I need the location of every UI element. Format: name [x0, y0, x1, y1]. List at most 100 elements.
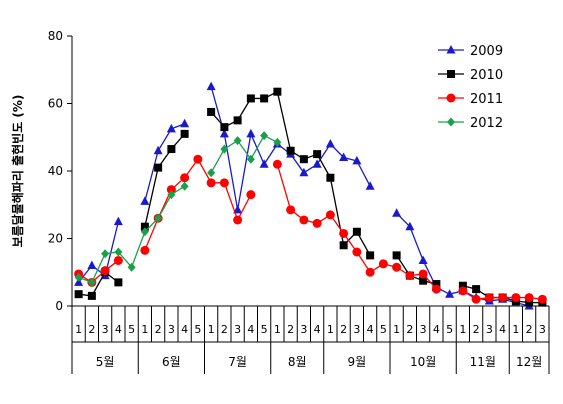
month-label: 11월: [470, 355, 496, 369]
data-point-2011: [405, 271, 415, 281]
data-point-2009: [246, 128, 256, 138]
data-point-2012: [74, 272, 83, 282]
data-point-2011: [339, 228, 349, 238]
data-point-2010: [260, 94, 269, 103]
series-layer: [74, 81, 547, 310]
data-point-2011: [511, 293, 521, 303]
data-point-2010: [273, 87, 282, 96]
month-label: 12월: [516, 355, 542, 369]
x-tick-label: 2: [473, 323, 480, 336]
x-tick-label: 4: [115, 323, 122, 336]
data-point-2011: [524, 293, 534, 303]
data-point-2009: [87, 260, 97, 269]
data-point-2011: [233, 215, 243, 225]
x-tick-label: 4: [433, 323, 440, 336]
data-point-2010: [352, 227, 361, 236]
data-point-2012: [180, 181, 189, 191]
x-tick-label: 1: [274, 323, 281, 336]
x-tick-label: 3: [102, 323, 109, 336]
legend-marker: [447, 70, 455, 78]
month-label: 7월: [228, 355, 247, 369]
series-line-2010: [396, 255, 437, 285]
data-point-2010: [458, 281, 467, 290]
data-point-2011: [219, 178, 229, 188]
data-point-2010: [419, 276, 428, 285]
data-point-2010: [140, 222, 149, 231]
data-point-2010: [366, 251, 375, 260]
legend-item-2010: 2010: [438, 68, 503, 83]
data-point-2012: [220, 144, 229, 154]
data-point-2009: [312, 159, 322, 168]
data-point-2012: [233, 136, 242, 146]
x-tick-label: 2: [406, 323, 413, 336]
data-point-2011: [458, 286, 468, 296]
y-tick-label: 80: [48, 29, 63, 43]
legend-label: 2010: [470, 68, 503, 83]
data-point-2012: [167, 190, 176, 200]
data-point-2010: [74, 290, 83, 299]
data-point-2012: [273, 137, 282, 147]
data-point-2010: [220, 123, 229, 132]
data-point-2010: [432, 280, 441, 289]
data-point-2011: [299, 215, 309, 225]
data-point-2009: [405, 221, 415, 231]
data-point-2012: [114, 247, 123, 257]
y-axis-label: 보름달물해파리 출현빈도 (%): [10, 95, 25, 248]
data-point-2011: [365, 267, 375, 277]
data-point-2012: [260, 131, 269, 141]
data-point-2011: [272, 159, 282, 169]
data-point-2010: [299, 155, 308, 164]
legend-marker: [446, 45, 456, 54]
data-point-2009: [299, 167, 309, 177]
x-tick-label: 4: [499, 323, 506, 336]
x-tick-label: 4: [181, 323, 188, 336]
data-point-2010: [154, 163, 163, 172]
data-point-2011: [193, 154, 203, 164]
data-point-2010: [167, 145, 176, 154]
data-point-2009: [418, 255, 428, 264]
legend-item-2012: 2012: [438, 116, 503, 131]
data-point-2010: [246, 94, 255, 103]
series-line-2011: [78, 259, 119, 284]
data-point-2009: [445, 289, 455, 298]
data-point-2011: [286, 205, 296, 215]
x-tick-label: 1: [208, 323, 215, 336]
series-2012: [74, 131, 282, 287]
data-point-2011: [140, 245, 150, 255]
month-label: 9월: [348, 355, 367, 369]
data-point-2011: [418, 269, 428, 279]
data-point-2011: [537, 294, 547, 304]
x-tick-label: 5: [194, 323, 201, 336]
series-2009: [74, 81, 534, 310]
data-point-2011: [312, 218, 322, 228]
data-point-2009: [219, 128, 229, 138]
data-point-2009: [180, 118, 190, 128]
data-point-2010: [339, 241, 348, 250]
data-point-2010: [207, 107, 216, 116]
data-point-2012: [154, 213, 163, 223]
series-line-2011: [144, 157, 252, 251]
data-point-2009: [233, 204, 243, 214]
x-tick-label: 1: [141, 323, 148, 336]
x-tick-label: 3: [539, 323, 546, 336]
data-point-2010: [525, 298, 534, 307]
month-label: 10월: [410, 355, 436, 369]
x-tick-label: 5: [380, 323, 387, 336]
data-point-2011: [484, 293, 494, 303]
legend: 2009 2010 2011 2012: [438, 44, 503, 131]
series-line-2011: [276, 164, 437, 290]
x-tick-label: 5: [128, 323, 135, 336]
legend-label: 2012: [470, 116, 503, 131]
x-tick-label: 3: [353, 323, 360, 336]
legend-label: 2011: [470, 92, 503, 107]
data-point-2012: [87, 277, 96, 287]
data-point-2011: [325, 210, 335, 220]
legend-marker: [447, 117, 455, 127]
month-label: 8월: [288, 355, 307, 369]
data-point-2009: [392, 208, 402, 217]
x-tick-label: 1: [327, 323, 334, 336]
data-point-2010: [87, 291, 96, 300]
legend-item-2009: 2009: [438, 44, 503, 59]
